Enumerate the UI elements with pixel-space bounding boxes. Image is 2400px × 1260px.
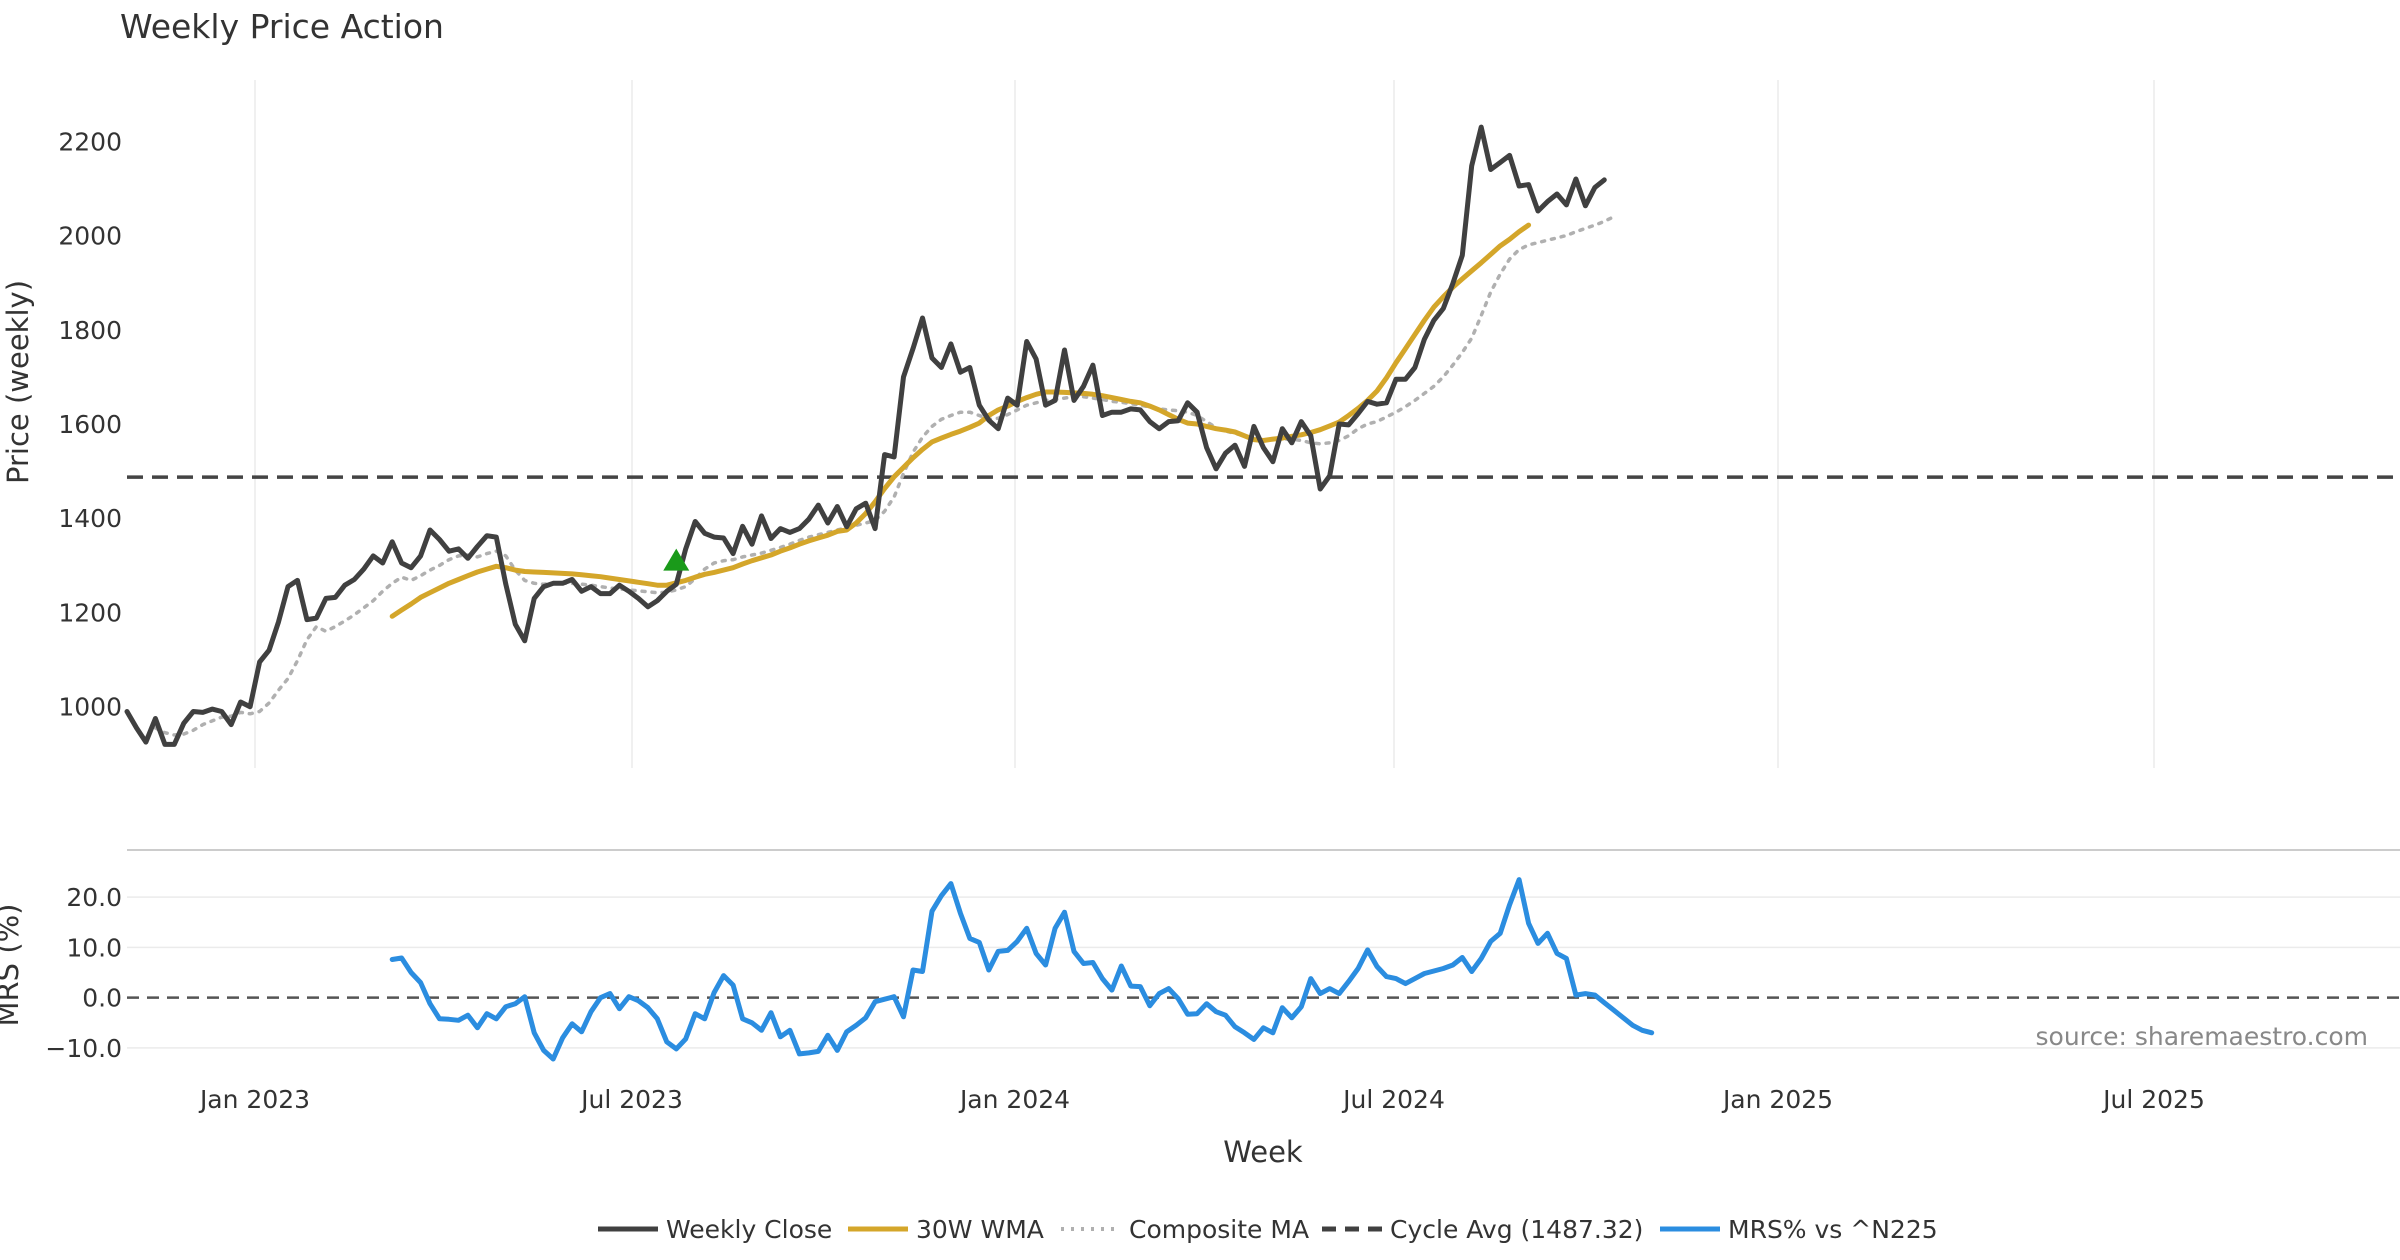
series-line-weekly-close [124,124,1607,747]
mrs-series-group [389,877,1655,1062]
mrs-y-tick-label: −10.0 [45,1034,122,1063]
legend-item: 30W WMA [848,1215,1044,1244]
x-tick-label: Jul 2025 [2101,1085,2205,1114]
price-y-tick-label: 1400 [58,504,122,533]
mrs-y-axis-label: MRS (%) [0,904,25,1027]
x-axis-label: Week [1223,1135,1303,1169]
legend-label: Composite MA [1129,1215,1309,1244]
series-line-mrs [389,877,1655,1062]
price-y-tick-label: 1200 [58,598,122,627]
price-gridlines [254,80,2155,768]
price-y-tick-labels: 1000 1200 1400 1600 1800 2000 2200 [58,127,122,721]
legend-label: 30W WMA [916,1215,1044,1244]
chart-title: Weekly Price Action [120,7,444,46]
x-tick-label: Jan 2023 [198,1085,310,1114]
legend-item: Weekly Close [598,1215,832,1244]
series-line-composite-ma [153,214,1616,737]
x-tick-label: Jan 2024 [958,1085,1070,1114]
legend-item: MRS% vs ^N225 [1660,1215,1938,1244]
mrs-y-tick-labels: 20.0 10.0 0.0 −10.0 [45,883,122,1063]
price-series-group [124,124,1616,747]
buy-signal-triangle-marker [663,548,690,571]
legend-label: Weekly Close [666,1215,832,1244]
x-tick-labels: Jan 2023 Jul 2023 Jan 2024 Jul 2024 Jan 2025… [198,1085,2205,1114]
legend-label: MRS% vs ^N225 [1728,1215,1938,1244]
price-y-tick-label: 2200 [58,127,122,156]
legend-label: Cycle Avg (1487.32) [1390,1215,1643,1244]
x-tick-label: Jan 2025 [1721,1085,1833,1114]
price-y-tick-label: 1000 [58,693,122,722]
source-watermark: source: sharemaestro.com [2036,1022,2369,1051]
x-tick-label: Jul 2023 [579,1085,683,1114]
legend-item: Composite MA [1061,1215,1309,1244]
legend-item: Cycle Avg (1487.32) [1322,1215,1643,1244]
mrs-y-tick-label: 20.0 [66,883,122,912]
mrs-gridlines [127,896,2400,1049]
x-tick-label: Jul 2024 [1341,1085,1445,1114]
price-y-tick-label: 1600 [58,410,122,439]
price-y-axis-label: Price (weekly) [1,280,35,484]
mrs-y-tick-label: 0.0 [82,984,122,1013]
chart-legend: Weekly Close 30W WMA Composite MA Cycle Avg… [598,1215,1938,1244]
price-y-tick-label: 1800 [58,316,122,345]
price-y-tick-label: 2000 [58,222,122,251]
mrs-y-tick-label: 10.0 [66,933,122,962]
